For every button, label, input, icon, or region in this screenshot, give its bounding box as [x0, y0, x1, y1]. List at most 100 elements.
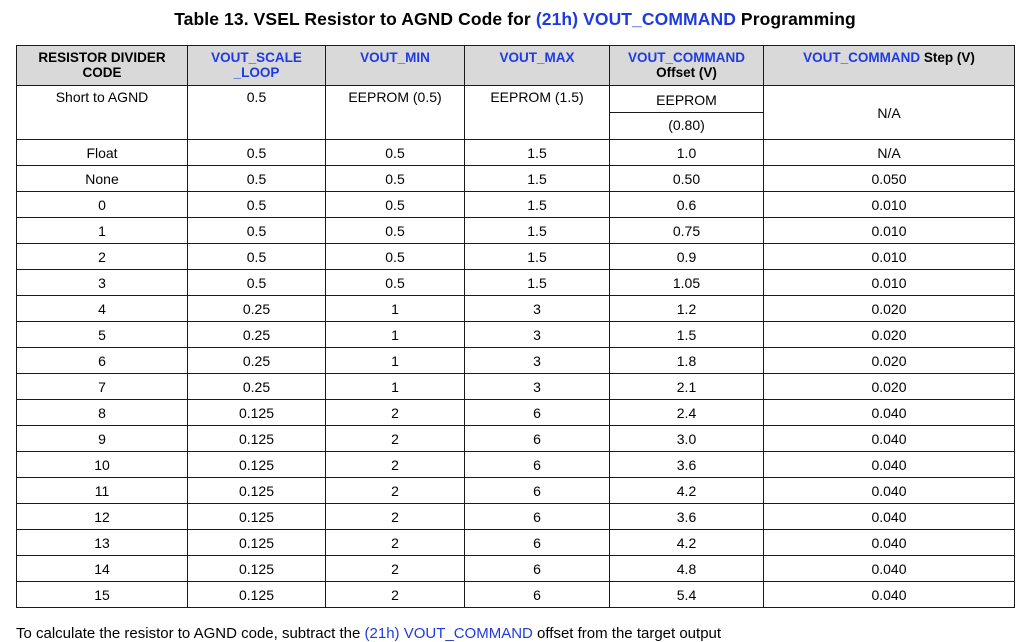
- cell-min: 2: [325, 451, 465, 478]
- cell-offset: 4.2: [609, 529, 764, 556]
- cell-max: 1.5: [464, 165, 610, 192]
- cell-code: Short to AGND: [16, 85, 188, 140]
- cell-offset-top: EEPROM: [610, 88, 763, 113]
- cell-offset: 1.5: [609, 321, 764, 348]
- cell-min: 2: [325, 503, 465, 530]
- cell-offset: 2.1: [609, 373, 764, 400]
- table-row-short-to-agnd: Short to AGND 0.5 EEPROM (0.5) EEPROM (1…: [16, 85, 1015, 140]
- cell-code: 3: [16, 269, 188, 296]
- header-scale-line1: VOUT_SCALE: [211, 50, 302, 65]
- cell-min: 0.5: [325, 243, 465, 270]
- cell-max: 1.5: [464, 217, 610, 244]
- header-vout-min[interactable]: VOUT_MIN: [325, 45, 465, 86]
- cell-offset: 2.4: [609, 399, 764, 426]
- cell-step: 0.040: [763, 555, 1015, 582]
- header-step-rest: Step (V): [920, 50, 975, 65]
- header-offset-rest: Offset (V): [656, 65, 717, 80]
- cell-code: 14: [16, 555, 188, 582]
- cell-step: 0.040: [763, 581, 1015, 608]
- table-row: Float 0.5 0.5 1.5 1.0 N/A: [16, 139, 1015, 166]
- header-code: RESISTOR DIVIDER CODE: [16, 45, 188, 86]
- cell-scale: 0.5: [187, 165, 326, 192]
- cell-scale: 0.5: [187, 269, 326, 296]
- table-title: Table 13. VSEL Resistor to AGND Code for…: [0, 9, 1030, 30]
- cell-step: 0.010: [763, 191, 1015, 218]
- header-vout-max[interactable]: VOUT_MAX: [464, 45, 610, 86]
- cell-max: 6: [464, 477, 610, 504]
- header-offset-link[interactable]: VOUT_COMMAND: [628, 50, 745, 65]
- cell-scale: 0.125: [187, 503, 326, 530]
- cell-max: 1.5: [464, 243, 610, 270]
- header-code-line2: CODE: [82, 65, 122, 80]
- cell-scale: 0.5: [187, 243, 326, 270]
- cell-min: 2: [325, 581, 465, 608]
- header-offset: VOUT_COMMAND Offset (V): [609, 45, 764, 86]
- cell-step: 0.020: [763, 295, 1015, 322]
- cell-max: 6: [464, 555, 610, 582]
- cell-code: 10: [16, 451, 188, 478]
- cell-scale: 0.125: [187, 451, 326, 478]
- cell-offset: 3.6: [609, 503, 764, 530]
- cell-scale: 0.25: [187, 347, 326, 374]
- cell-offset: 1.0: [609, 139, 764, 166]
- cell-step: 0.050: [763, 165, 1015, 192]
- cell-max: 6: [464, 529, 610, 556]
- cell-min: 0.5: [325, 165, 465, 192]
- cell-scale: 0.125: [187, 399, 326, 426]
- table-row: 4 0.25 1 3 1.2 0.020: [16, 295, 1015, 322]
- cell-step: 0.010: [763, 243, 1015, 270]
- cell-scale: 0.25: [187, 373, 326, 400]
- cell-min: 2: [325, 477, 465, 504]
- cell-offset: 0.50: [609, 165, 764, 192]
- cell-step: 0.040: [763, 451, 1015, 478]
- cell-step: N/A: [763, 139, 1015, 166]
- cell-min: 2: [325, 399, 465, 426]
- cell-code: Float: [16, 139, 188, 166]
- cell-offset: 3.6: [609, 451, 764, 478]
- table-row: 12 0.125 2 6 3.6 0.040: [16, 503, 1015, 530]
- header-code-line1: RESISTOR DIVIDER: [38, 50, 166, 65]
- cell-min: 0.5: [325, 269, 465, 296]
- cell-code: 0: [16, 191, 188, 218]
- table-row: 7 0.25 1 3 2.1 0.020: [16, 373, 1015, 400]
- cell-min: 2: [325, 555, 465, 582]
- cell-code: 11: [16, 477, 188, 504]
- cell-step: 0.040: [763, 425, 1015, 452]
- cell-step: 0.010: [763, 217, 1015, 244]
- cell-offset: 5.4: [609, 581, 764, 608]
- table-row: 9 0.125 2 6 3.0 0.040: [16, 425, 1015, 452]
- cell-max: 6: [464, 581, 610, 608]
- cell-code: 9: [16, 425, 188, 452]
- cell-offset: 3.0: [609, 425, 764, 452]
- cell-max: 3: [464, 295, 610, 322]
- cell-offset: 1.05: [609, 269, 764, 296]
- vsel-table: RESISTOR DIVIDER CODE VOUT_SCALE _LOOP V…: [16, 45, 1015, 608]
- header-step-link[interactable]: VOUT_COMMAND: [803, 50, 921, 65]
- header-scale-loop[interactable]: VOUT_SCALE _LOOP: [187, 45, 326, 86]
- cell-offset: 0.9: [609, 243, 764, 270]
- title-link[interactable]: (21h) VOUT_COMMAND: [535, 9, 736, 29]
- cell-step: 0.040: [763, 399, 1015, 426]
- cell-step: 0.040: [763, 503, 1015, 530]
- cell-min: 2: [325, 529, 465, 556]
- cell-code: 13: [16, 529, 188, 556]
- table-row: 5 0.25 1 3 1.5 0.020: [16, 321, 1015, 348]
- cell-scale: 0.125: [187, 581, 326, 608]
- cell-code: 1: [16, 217, 188, 244]
- title-prefix: Table 13. VSEL Resistor to AGND Code for: [174, 9, 536, 29]
- cell-scale: 0.5: [187, 217, 326, 244]
- cell-max: 1.5: [464, 269, 610, 296]
- cell-offset: 1.8: [609, 347, 764, 374]
- cell-scale: 0.5: [187, 85, 326, 140]
- cell-code: 7: [16, 373, 188, 400]
- footer-link[interactable]: (21h) VOUT_COMMAND: [364, 625, 533, 642]
- cell-code: 8: [16, 399, 188, 426]
- cell-scale: 0.125: [187, 425, 326, 452]
- cell-code: None: [16, 165, 188, 192]
- header-scale-line2: _LOOP: [233, 65, 280, 80]
- table-row: 11 0.125 2 6 4.2 0.040: [16, 477, 1015, 504]
- cell-code: 6: [16, 347, 188, 374]
- cell-step: 0.040: [763, 529, 1015, 556]
- table-row: 0 0.5 0.5 1.5 0.6 0.010: [16, 191, 1015, 218]
- cell-step: 0.020: [763, 373, 1015, 400]
